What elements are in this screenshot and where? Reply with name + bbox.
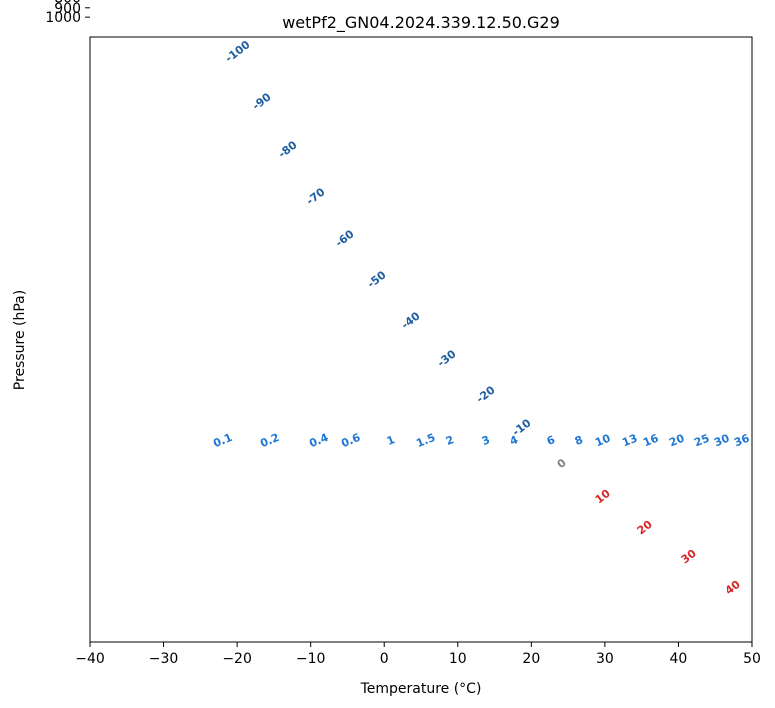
mixing-ratio-line (82, 0, 118, 22)
dry-adiabat-line (666, 0, 775, 22)
x-tick-label: 20 (522, 651, 540, 667)
x-tick-label: 40 (670, 651, 688, 667)
x-tick-label: 50 (743, 651, 761, 667)
dry-adiabat-line (0, 0, 240, 22)
mixing-ratio-line (636, 0, 644, 22)
x-tick-label: 30 (596, 651, 614, 667)
plot-background (90, 37, 752, 642)
x-tick-label: −30 (149, 651, 179, 667)
isotherm-line (752, 0, 775, 21)
chart-title: wetPf2_GN04.2024.339.12.50.G29 (282, 13, 560, 33)
x-tick-label: −10 (296, 651, 326, 667)
x-tick-label: −20 (222, 651, 252, 667)
y-tick-label: 900 (54, 1, 81, 17)
axes: −40−30−20−100102030405010020030040050060… (45, 0, 761, 667)
y-tick-label: 800 (54, 0, 81, 6)
y-axis-label: Pressure (hPa) (12, 290, 28, 390)
dry-adiabat-line (590, 0, 775, 22)
mixing-ratio-line (219, 0, 245, 22)
mixing-ratio-line (186, 0, 214, 22)
mixing-ratio-label: 2 (444, 433, 456, 448)
mixing-ratio-label: 20 (667, 432, 686, 450)
isotherm-line (605, 0, 775, 21)
mixing-ratio-label: 1 (385, 433, 397, 448)
x-tick-label: −40 (75, 651, 105, 667)
mixing-ratio-line (615, 0, 621, 22)
mixing-ratio-label: 13 (620, 432, 639, 450)
mixing-ratio-label: 10 (593, 432, 612, 450)
dry-adiabat-line (552, 0, 775, 22)
plot-area (90, 37, 752, 642)
y-tick-label: 1000 (45, 10, 81, 26)
x-axis-label: Temperature (°C) (360, 681, 482, 697)
mixing-ratio-label: 8 (573, 433, 585, 448)
isotherm-line (531, 0, 775, 21)
mixing-ratio-label: 36 (732, 432, 751, 450)
mixing-ratio-label: 3 (480, 433, 492, 448)
moist-adiabat-line (0, 0, 274, 22)
moist-adiabat-line (0, 0, 237, 22)
moist-adiabat-line (0, 0, 200, 22)
plot-frame (89, 36, 753, 643)
mixing-ratio-line (132, 0, 164, 22)
x-tick-label: 0 (380, 651, 389, 667)
mixing-ratio-line (595, 0, 599, 22)
mixing-ratio-line (570, 0, 572, 22)
isotherm-line (0, 0, 215, 21)
x-tick-label: 10 (449, 651, 467, 667)
mixing-ratio-label: 16 (641, 432, 660, 450)
dry-adiabat-line (628, 0, 775, 22)
mixing-ratio-label: 30 (712, 432, 731, 450)
dry-adiabat-line (742, 0, 775, 22)
mixing-ratio-label: 25 (692, 432, 711, 450)
dry-adiabat-line (704, 0, 775, 22)
isotherm-line (678, 0, 775, 21)
moist-adiabat-line (0, 0, 164, 22)
